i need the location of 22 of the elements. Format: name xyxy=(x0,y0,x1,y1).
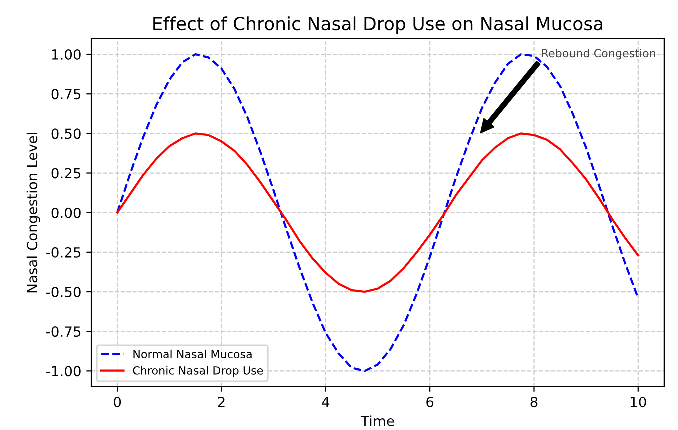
y-tick-label: 1.00 xyxy=(52,50,81,60)
y-tick-label: -0.50 xyxy=(46,286,81,298)
legend-label: Normal Nasal Mucosa xyxy=(134,350,252,359)
annotation: Rebound Congestion xyxy=(542,48,656,60)
x-tick-label: 8 xyxy=(530,396,538,408)
chart-title: Effect of Chronic Nasal Drop Use on Nasal Mucosa xyxy=(154,16,602,34)
y-tick-label: -1.00 xyxy=(46,366,81,377)
y-tick-label: 0.25 xyxy=(52,168,81,179)
y-tick-label: 0.75 xyxy=(52,89,81,100)
y-tick-label: -0.25 xyxy=(46,247,81,258)
x-tick-label: 2 xyxy=(218,396,225,408)
x-axis-title: Time xyxy=(360,416,394,426)
x-tick-label: 4 xyxy=(322,397,330,408)
y-tick-label: 0.00 xyxy=(52,208,81,218)
legend-label: Chronic Nasal Drop Use xyxy=(133,366,264,377)
line-series xyxy=(116,132,640,294)
x-tick-label: 0 xyxy=(114,396,122,408)
x-tick-label: 6 xyxy=(426,396,434,408)
x-tick-label: 10 xyxy=(631,396,646,408)
y-tick-label: 0.50 xyxy=(52,128,81,140)
y-tick-label: -0.75 xyxy=(46,326,81,338)
y-axis-title: Nasal Congestion Level xyxy=(26,133,40,293)
